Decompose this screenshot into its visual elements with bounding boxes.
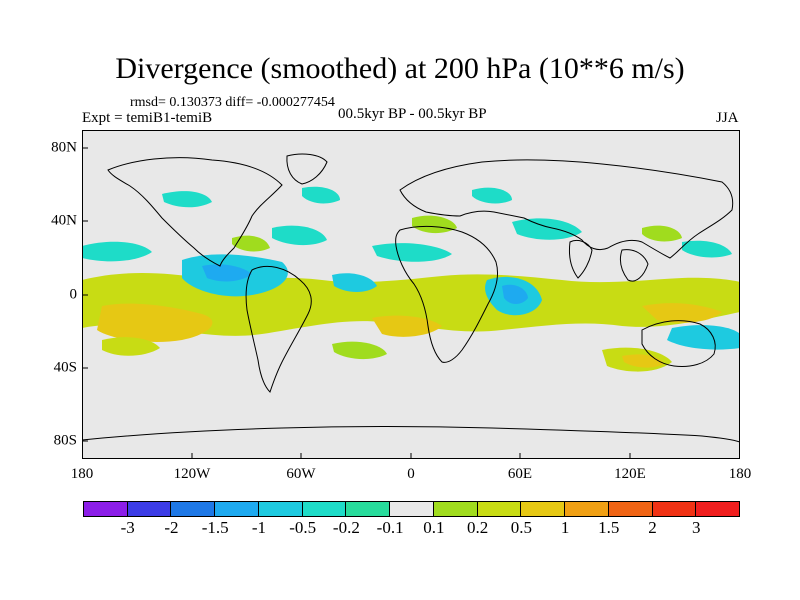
india xyxy=(569,239,593,279)
greenland xyxy=(286,153,328,185)
colorbar-label: 1.5 xyxy=(598,518,620,537)
colorbar-swatch xyxy=(651,501,697,517)
colorbar-label: 3 xyxy=(692,518,701,537)
north-america xyxy=(107,157,283,267)
season-label: JJA xyxy=(716,110,739,126)
colorbar-swatch xyxy=(345,501,391,517)
colorbar-swatch xyxy=(695,501,741,517)
colorbar-label: 0.1 xyxy=(423,518,445,537)
colorbar-label: -3 xyxy=(120,518,135,537)
colorbar xyxy=(83,501,741,517)
colorbar-swatch xyxy=(83,501,128,517)
colorbar-label: 0.2 xyxy=(466,518,489,537)
contour-fills xyxy=(82,186,740,372)
southeast-asia xyxy=(619,249,649,282)
x-tick-label: 120W xyxy=(173,466,211,482)
colorbar-swatch xyxy=(126,501,172,517)
x-tick-label: 180 xyxy=(70,466,94,482)
colorbar-swatch xyxy=(607,501,653,517)
colorbar-label: -0.1 xyxy=(376,518,404,537)
experiment-label: Expt = temiB1-temiB xyxy=(82,110,213,126)
colorbar-label: -1.5 xyxy=(201,518,229,537)
coastlines xyxy=(82,153,740,443)
colorbar-swatch xyxy=(564,501,609,517)
period-label: 00.5kyr BP - 00.5kyr BP xyxy=(338,106,487,122)
colorbar-label: 2 xyxy=(648,518,657,537)
y-tick-label: 40S xyxy=(53,359,77,376)
colorbar-label: -0.5 xyxy=(289,518,317,537)
colorbar-label: -1 xyxy=(251,518,267,537)
colorbar-swatch xyxy=(301,501,347,517)
colorbar-label: -2 xyxy=(164,518,179,537)
x-tick-label: 60W xyxy=(286,466,316,482)
colorbar-swatch xyxy=(257,501,303,517)
x-tick-label: 60E xyxy=(507,466,533,482)
y-tick-label: 40N xyxy=(51,212,77,229)
y-tick-label: 0 xyxy=(69,286,78,303)
x-tick-label: 120E xyxy=(614,466,646,482)
x-tick-label: 0 xyxy=(407,466,415,482)
x-tick-label: 180 xyxy=(728,466,752,482)
colorbar-swatch xyxy=(214,501,259,517)
africa xyxy=(395,225,499,363)
colorbar-label: 1 xyxy=(560,518,570,537)
colorbar-swatch xyxy=(432,501,478,517)
colorbar-swatch xyxy=(389,501,434,517)
australia xyxy=(641,320,716,367)
south-america xyxy=(245,265,312,393)
europe-asia xyxy=(399,159,734,259)
stats-text: rmsd= 0.130373 diff= -0.000277454 xyxy=(130,95,335,110)
tick-marks xyxy=(82,147,740,459)
colorbar-swatch xyxy=(170,501,216,517)
y-tick-label: 80N xyxy=(51,139,77,156)
y-tick-label: 80S xyxy=(53,432,77,449)
colorbar-label: -0.2 xyxy=(332,518,360,537)
colorbar-swatch xyxy=(476,501,522,517)
colorbar-label: 0.5 xyxy=(510,518,532,537)
divergence-map xyxy=(82,130,740,459)
antarctica xyxy=(82,426,740,443)
map-title: Divergence (smoothed) at 200 hPa (10**6 … xyxy=(115,52,685,85)
colorbar-swatch xyxy=(520,501,566,517)
